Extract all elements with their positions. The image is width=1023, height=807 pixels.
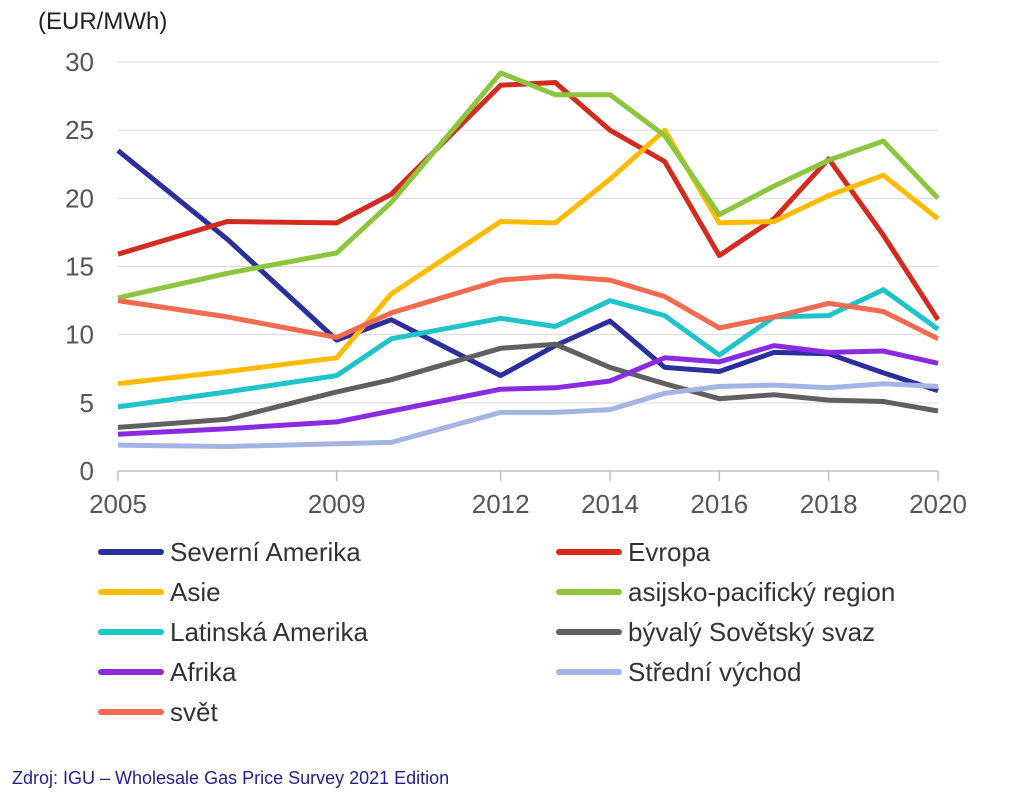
series-line-stredni-vychod bbox=[117, 381, 939, 449]
legend-label: svět bbox=[170, 696, 218, 727]
y-tick-label: 25 bbox=[65, 115, 94, 145]
x-tick-label: 2020 bbox=[909, 489, 967, 519]
legend-swatch bbox=[556, 669, 622, 675]
legend-item: Asie bbox=[98, 572, 221, 612]
series-line-byvaly-sovetsky-svaz bbox=[117, 341, 939, 430]
legend-label: Afrika bbox=[170, 656, 237, 687]
y-tick-label: 5 bbox=[80, 388, 94, 418]
y-tick-label: 0 bbox=[80, 456, 94, 486]
legend-item: svět bbox=[98, 692, 218, 732]
legend-swatch bbox=[98, 709, 164, 715]
legend-label: bývalý Sovětský svaz bbox=[628, 616, 876, 647]
legend-item: Evropa bbox=[556, 532, 710, 572]
legend-swatch bbox=[98, 549, 164, 555]
legend-swatch bbox=[98, 589, 164, 595]
y-tick-label: 10 bbox=[65, 320, 94, 350]
x-tick-label: 2018 bbox=[800, 489, 858, 519]
y-tick-label: 20 bbox=[65, 183, 94, 213]
legend-item: Afrika bbox=[98, 652, 236, 692]
series-line-asijsko-pacificky-region bbox=[117, 70, 940, 301]
y-axis-unit-label: (EUR/MWh) bbox=[38, 8, 168, 35]
series-line-afrika bbox=[117, 343, 939, 437]
y-tick-label: 30 bbox=[65, 47, 94, 77]
legend-label: Asie bbox=[170, 576, 221, 607]
legend-swatch bbox=[98, 669, 164, 675]
y-tick-label: 15 bbox=[65, 252, 94, 282]
legend-swatch bbox=[556, 589, 622, 595]
x-tick-label: 2005 bbox=[89, 489, 147, 519]
legend-label: Střední východ bbox=[628, 656, 802, 687]
legend-item: bývalý Sovětský svaz bbox=[556, 612, 875, 652]
legend-item: Latinská Amerika bbox=[98, 612, 368, 652]
series-line-svet bbox=[117, 273, 940, 342]
source-note: Zdroj: IGU – Wholesale Gas Price Survey … bbox=[12, 768, 450, 788]
x-tick-label: 2009 bbox=[308, 489, 366, 519]
x-tick-label: 2016 bbox=[690, 489, 748, 519]
series-line-asie bbox=[117, 127, 940, 387]
legend-item: Střední východ bbox=[556, 652, 801, 692]
legend-swatch bbox=[556, 549, 622, 555]
series-line-latinska-amerika bbox=[117, 287, 940, 410]
legend-swatch bbox=[98, 629, 164, 635]
legend-label: Evropa bbox=[628, 536, 711, 567]
legend-swatch bbox=[556, 629, 622, 635]
legend-label: Latinská Amerika bbox=[170, 616, 368, 647]
legend-item: Severní Amerika bbox=[98, 532, 361, 572]
legend-label: Severní Amerika bbox=[170, 536, 361, 567]
x-tick-label: 2012 bbox=[472, 489, 530, 519]
legend-item: asijsko-pacifický region bbox=[556, 572, 895, 612]
legend-label: asijsko-pacifický region bbox=[628, 576, 896, 607]
x-tick-label: 2014 bbox=[581, 489, 639, 519]
